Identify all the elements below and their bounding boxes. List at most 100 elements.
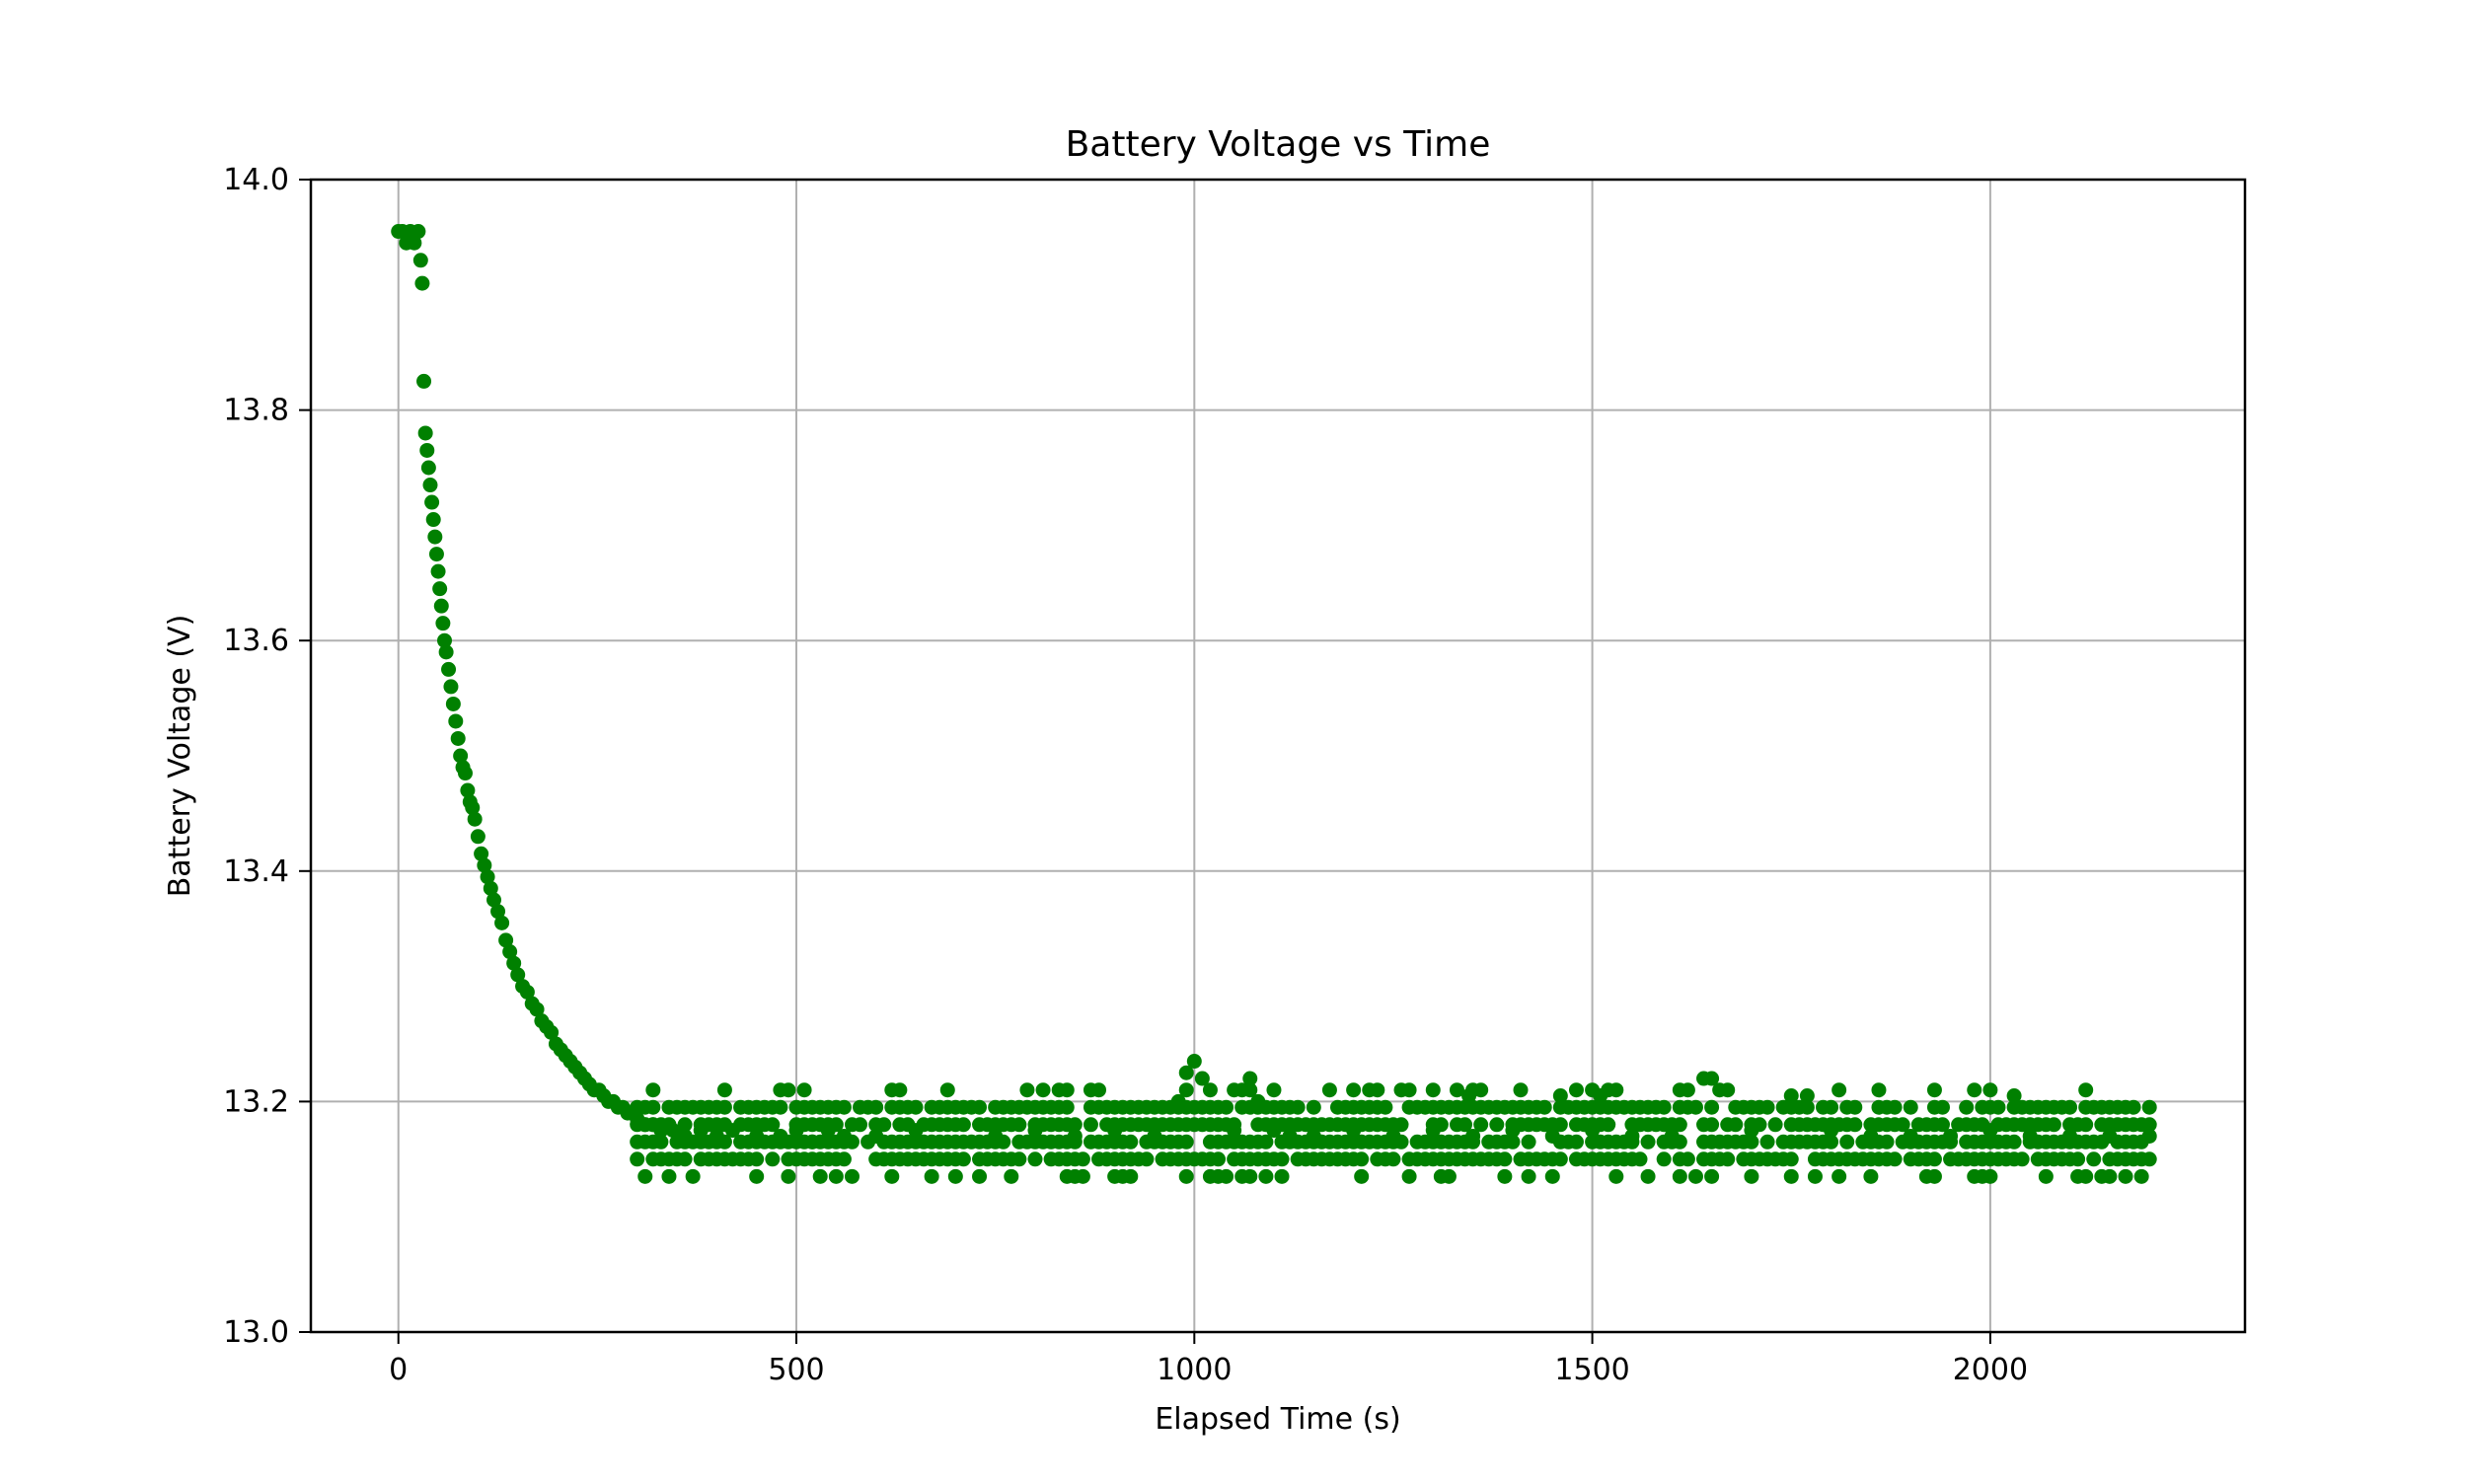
data-point bbox=[445, 696, 461, 711]
data-point bbox=[443, 679, 459, 695]
data-point bbox=[2014, 1151, 2030, 1167]
data-point bbox=[1274, 1168, 1290, 1184]
data-point bbox=[480, 869, 495, 885]
data-point bbox=[1744, 1168, 1759, 1184]
data-point bbox=[1640, 1168, 1656, 1184]
data-point bbox=[1067, 1117, 1083, 1133]
plot-frame bbox=[309, 178, 2247, 1334]
data-point bbox=[1242, 1082, 1258, 1098]
data-point bbox=[1752, 1117, 1767, 1133]
data-point bbox=[939, 1134, 955, 1150]
data-point bbox=[765, 1117, 781, 1133]
data-point bbox=[1601, 1117, 1616, 1133]
data-point bbox=[1967, 1082, 1982, 1098]
data-point bbox=[685, 1168, 701, 1184]
data-point bbox=[781, 1082, 796, 1098]
data-point bbox=[486, 892, 502, 908]
data-point bbox=[1744, 1134, 1759, 1150]
data-point bbox=[519, 984, 535, 1000]
data-point bbox=[1767, 1117, 1783, 1133]
data-point bbox=[435, 616, 451, 631]
data-point bbox=[1378, 1099, 1393, 1115]
data-point bbox=[1568, 1134, 1584, 1150]
data-point bbox=[1211, 1151, 1227, 1167]
data-point bbox=[1552, 1117, 1568, 1133]
data-point bbox=[1926, 1151, 1942, 1167]
x-axis-ticks: 0 500 1000 1500 2000 bbox=[389, 1332, 2028, 1387]
data-point bbox=[1178, 1082, 1194, 1098]
data-point bbox=[908, 1099, 924, 1115]
data-point bbox=[1640, 1134, 1656, 1150]
data-point bbox=[661, 1117, 677, 1133]
data-point bbox=[1354, 1168, 1370, 1184]
data-point bbox=[1306, 1099, 1321, 1115]
data-point bbox=[422, 478, 438, 493]
data-point bbox=[1672, 1168, 1687, 1184]
data-point bbox=[425, 512, 441, 528]
data-point bbox=[1959, 1099, 1975, 1115]
data-point bbox=[955, 1117, 971, 1133]
data-point bbox=[494, 915, 510, 930]
data-point bbox=[417, 425, 433, 441]
data-point bbox=[490, 904, 506, 920]
data-point bbox=[716, 1082, 732, 1098]
chart-title: Battery Voltage vs Time bbox=[1066, 124, 1491, 165]
data-point bbox=[773, 1099, 788, 1115]
data-point bbox=[2006, 1088, 2022, 1104]
data-point bbox=[1178, 1134, 1194, 1150]
data-point bbox=[1465, 1134, 1481, 1150]
data-point bbox=[1847, 1117, 1863, 1133]
data-point bbox=[502, 944, 518, 960]
data-point bbox=[1091, 1082, 1107, 1098]
data-point bbox=[1425, 1082, 1441, 1098]
data-points bbox=[391, 224, 2157, 1184]
data-point bbox=[1489, 1117, 1505, 1133]
data-point bbox=[1473, 1082, 1489, 1098]
data-point bbox=[1194, 1071, 1210, 1086]
data-point bbox=[844, 1134, 860, 1150]
data-point bbox=[1672, 1117, 1687, 1133]
x-tick-label: 1500 bbox=[1554, 1353, 1629, 1387]
data-point bbox=[1799, 1088, 1815, 1104]
data-point bbox=[1879, 1134, 1895, 1150]
data-point bbox=[1513, 1082, 1529, 1098]
data-point bbox=[836, 1151, 852, 1167]
data-point bbox=[749, 1168, 765, 1184]
data-point bbox=[972, 1168, 988, 1184]
data-point bbox=[1536, 1099, 1552, 1115]
data-point bbox=[1704, 1071, 1720, 1086]
data-point bbox=[453, 748, 469, 764]
data-point bbox=[645, 1082, 661, 1098]
data-point bbox=[1521, 1134, 1536, 1150]
data-point bbox=[411, 224, 426, 240]
data-point bbox=[1219, 1099, 1234, 1115]
data-point bbox=[1656, 1099, 1672, 1115]
data-point bbox=[1982, 1168, 1998, 1184]
data-point bbox=[1178, 1065, 1194, 1080]
data-point bbox=[1401, 1168, 1417, 1184]
data-point bbox=[661, 1168, 677, 1184]
data-point bbox=[1585, 1082, 1601, 1098]
data-point bbox=[529, 1002, 545, 1017]
data-point bbox=[884, 1168, 900, 1184]
data-point bbox=[1497, 1168, 1513, 1184]
data-point bbox=[1728, 1117, 1744, 1133]
data-point bbox=[1035, 1082, 1051, 1098]
data-point bbox=[1321, 1082, 1337, 1098]
data-point bbox=[1544, 1168, 1560, 1184]
data-point bbox=[2062, 1099, 2078, 1115]
data-point bbox=[1720, 1082, 1736, 1098]
data-point bbox=[1019, 1082, 1035, 1098]
data-point bbox=[424, 494, 440, 510]
data-point bbox=[1075, 1168, 1090, 1184]
data-point bbox=[1258, 1168, 1274, 1184]
data-point bbox=[1632, 1151, 1648, 1167]
data-point bbox=[1473, 1117, 1489, 1133]
data-point bbox=[868, 1099, 884, 1115]
data-point bbox=[796, 1082, 812, 1098]
y-tick-label: 14.0 bbox=[223, 163, 289, 197]
data-point bbox=[1552, 1088, 1568, 1104]
data-point bbox=[1521, 1168, 1536, 1184]
x-tick-label: 0 bbox=[389, 1353, 408, 1387]
data-point bbox=[1011, 1151, 1027, 1167]
